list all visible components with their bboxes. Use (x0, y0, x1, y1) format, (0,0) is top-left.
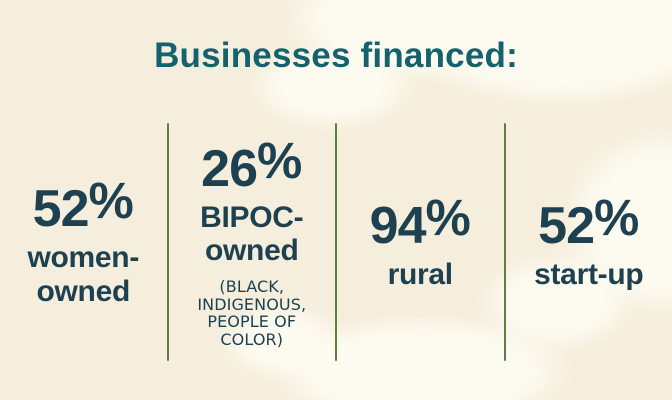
stats-row: 52% women- owned 26% BIPOC- owned (BLACK… (0, 116, 672, 368)
stat-value: 52% (538, 188, 640, 255)
percent-sign: % (257, 131, 303, 189)
stat-label: start-up (534, 257, 644, 291)
percent-sign: % (425, 188, 471, 246)
page-title: Businesses financed: (154, 36, 518, 75)
stat-column-startup: 52% start-up (506, 188, 672, 292)
stat-column-bipoc-owned: 26% BIPOC- owned (BLACK, INDIGENOUS, PEO… (169, 131, 336, 349)
stat-label: BIPOC- owned (200, 200, 304, 268)
stat-column-women-owned: 52% women- owned (0, 171, 167, 308)
stat-column-rural: 94% rural (337, 188, 504, 292)
stat-value: 94% (369, 188, 471, 255)
percent-sign: % (88, 171, 134, 229)
stat-label: rural (387, 257, 454, 291)
stat-label: women- owned (27, 240, 140, 308)
percent-sign: % (594, 188, 640, 246)
stat-value: 26% (201, 131, 303, 198)
infographic-content: Businesses financed: 52% women- owned 26… (0, 36, 672, 368)
stat-sublabel: (BLACK, INDIGENOUS, PEOPLE OF COLOR) (197, 276, 307, 349)
stat-value: 52% (32, 171, 134, 238)
